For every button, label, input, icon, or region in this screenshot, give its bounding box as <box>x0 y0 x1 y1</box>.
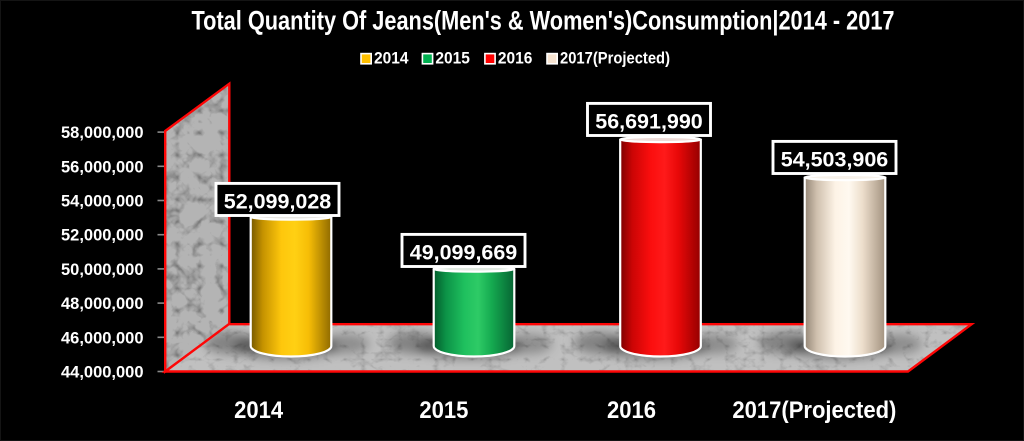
svg-text:54,000,000: 54,000,000 <box>61 193 144 211</box>
svg-text:49,099,669: 49,099,669 <box>410 241 518 264</box>
svg-text:2014: 2014 <box>234 397 284 424</box>
svg-text:56,000,000: 56,000,000 <box>61 158 144 176</box>
svg-text:58,000,000: 58,000,000 <box>61 124 144 142</box>
svg-text:2016: 2016 <box>498 49 533 68</box>
svg-text:56,691,990: 56,691,990 <box>595 110 703 133</box>
svg-text:52,099,028: 52,099,028 <box>224 190 332 213</box>
svg-text:2015: 2015 <box>419 397 468 424</box>
svg-text:46,000,000: 46,000,000 <box>61 329 144 347</box>
svg-text:54,503,906: 54,503,906 <box>781 148 889 171</box>
svg-text:48,000,000: 48,000,000 <box>61 295 144 313</box>
svg-text:50,000,000: 50,000,000 <box>61 261 144 279</box>
svg-text:2016: 2016 <box>607 397 656 424</box>
svg-text:2015: 2015 <box>435 49 470 68</box>
svg-text:2014: 2014 <box>374 49 409 68</box>
svg-text:2017(Projected): 2017(Projected) <box>560 49 670 68</box>
svg-text:44,000,000: 44,000,000 <box>61 364 144 382</box>
svg-text:52,000,000: 52,000,000 <box>61 227 144 245</box>
svg-text:Total Quantity Of Jeans(Men's: Total Quantity Of Jeans(Men's & Women's)… <box>192 6 895 36</box>
svg-text:2017(Projected): 2017(Projected) <box>732 397 896 424</box>
